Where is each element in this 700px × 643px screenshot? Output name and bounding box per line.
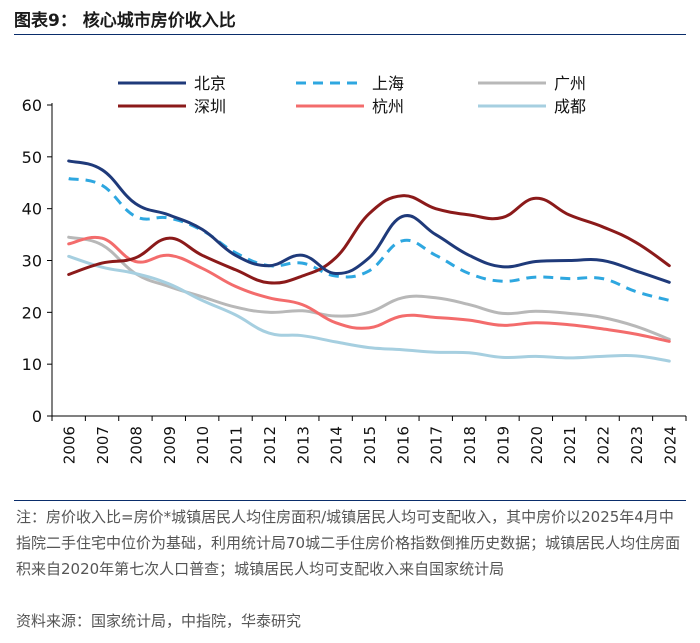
x-tick-label: 2017 bbox=[428, 426, 446, 464]
x-tick-label: 2016 bbox=[394, 426, 412, 464]
series-line-2 bbox=[68, 177, 670, 302]
y-tick-label: 30 bbox=[22, 252, 42, 271]
y-tick-label: 60 bbox=[22, 96, 42, 115]
legend-label-2: 上海 bbox=[372, 74, 404, 93]
x-tick-label: 2011 bbox=[228, 426, 246, 464]
x-tick-label: 2013 bbox=[294, 426, 312, 464]
x-tick-label: 2009 bbox=[161, 426, 179, 464]
series-line-6 bbox=[67, 254, 671, 363]
series-line-4 bbox=[67, 194, 671, 285]
y-tick-label: 0 bbox=[32, 407, 42, 426]
x-tick-label: 2018 bbox=[461, 426, 479, 464]
x-tick-label: 2007 bbox=[94, 426, 112, 464]
figure-title: 图表9： 核心城市房价收入比 bbox=[14, 11, 236, 31]
series-line-5 bbox=[67, 235, 671, 343]
y-tick-label: 10 bbox=[22, 355, 42, 374]
chart-note: 注：房价收入比=房价*城镇居民人均住房面积/城镇居民人均可支配收入，其中房价以2… bbox=[16, 508, 681, 578]
x-tick-label: 2023 bbox=[628, 426, 646, 464]
series-line-1 bbox=[67, 159, 671, 284]
x-tick-label: 2020 bbox=[528, 426, 546, 464]
x-tick-label: 2006 bbox=[61, 426, 79, 464]
y-tick-label: 20 bbox=[22, 303, 42, 322]
line-chart: 0 10 20 30 40 50 60 2006 2007 2008 2009 2010 2011 201… bbox=[22, 74, 687, 464]
legend-label-4: 深圳 bbox=[194, 97, 226, 116]
series-line-3 bbox=[67, 235, 671, 341]
x-tick-label: 2010 bbox=[194, 426, 212, 464]
legend-label-1: 北京 bbox=[194, 74, 226, 93]
x-tick-label: 2012 bbox=[261, 426, 279, 464]
y-tick-label: 50 bbox=[22, 148, 42, 167]
legend-label-5: 杭州 bbox=[372, 97, 404, 116]
legend-label-6: 成都 bbox=[554, 97, 586, 116]
note-divider bbox=[14, 500, 686, 501]
chart-series bbox=[67, 159, 671, 363]
y-tick-label: 40 bbox=[22, 200, 42, 219]
x-tick-label: 2024 bbox=[661, 426, 679, 464]
title-divider bbox=[14, 34, 686, 35]
chart-axes: 0 10 20 30 40 50 60 2006 2007 2008 2009 2010 2011 201… bbox=[22, 96, 687, 464]
legend-label-3: 广州 bbox=[554, 74, 586, 93]
x-tick-label: 2022 bbox=[595, 426, 613, 464]
chart-source: 资料来源：国家统计局，中指院，华泰研究 bbox=[16, 612, 302, 630]
x-tick-label: 2015 bbox=[361, 426, 379, 464]
x-tick-label: 2014 bbox=[328, 426, 346, 464]
x-tick-label: 2019 bbox=[494, 426, 512, 464]
x-tick-label: 2008 bbox=[127, 426, 145, 464]
x-tick-label: 2021 bbox=[561, 426, 579, 464]
